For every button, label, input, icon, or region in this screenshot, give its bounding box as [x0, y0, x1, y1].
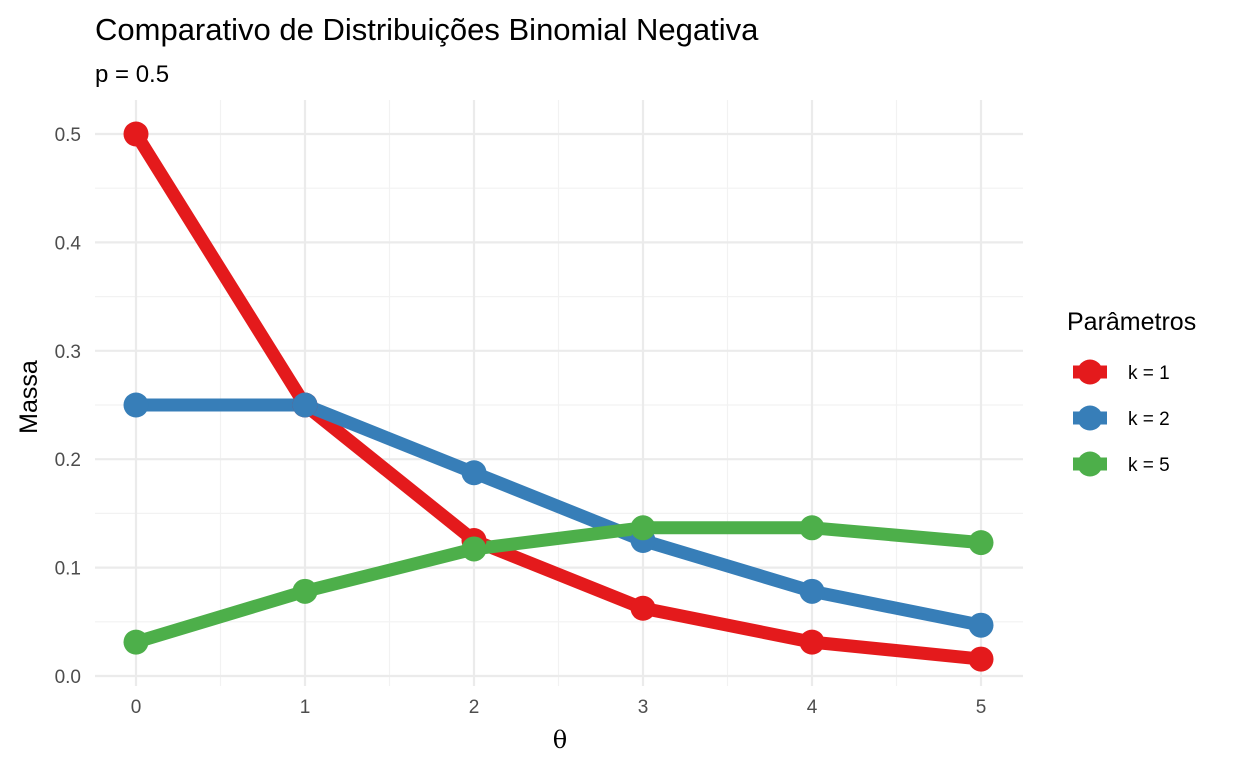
y-tick-label: 0.2 [55, 450, 81, 471]
legend-title: Parâmetros [1067, 308, 1196, 336]
x-tick-label: 0 [131, 697, 142, 718]
x-tick-label: 2 [469, 697, 480, 718]
series-line-3 [134, 521, 982, 649]
data-point-series-2 [968, 612, 994, 638]
legend-item: k = 1 [1073, 359, 1170, 385]
y-tick-label: 0.5 [55, 125, 81, 146]
y-tick-label: 0.1 [55, 559, 81, 580]
data-point-series-2 [123, 392, 149, 418]
data-point-series-2 [799, 578, 825, 604]
data-point-series-3 [968, 530, 994, 556]
chart-title: Comparativo de Distribuições Binomial Ne… [95, 12, 759, 47]
x-axis-title: θ [553, 726, 567, 754]
x-tick-label: 5 [976, 697, 987, 718]
data-point-series-1 [968, 646, 994, 672]
legend-label: k = 5 [1128, 455, 1170, 476]
y-tick-label: 0.4 [55, 233, 82, 254]
y-tick-label: 0.3 [55, 342, 81, 363]
series-line-2 [136, 398, 983, 632]
legend-key-point [1077, 451, 1103, 477]
data-point-series-3 [799, 515, 825, 541]
x-tick-label: 4 [807, 697, 818, 718]
x-tick-label: 3 [638, 697, 649, 718]
minor-gridlines [95, 100, 1023, 686]
legend-items: k = 1 k = 2 k = 5 [1073, 359, 1170, 477]
data-point-series-1 [799, 629, 825, 655]
data-point-series-2 [292, 392, 318, 418]
data-point-series-3 [123, 629, 149, 655]
legend-item: k = 2 [1073, 405, 1170, 431]
y-axis-title: Massa [15, 360, 43, 434]
data-point-series-3 [461, 536, 487, 562]
data-point-series-2 [461, 460, 487, 486]
chart-subtitle: p = 0.5 [95, 61, 169, 88]
legend-key-point [1077, 405, 1103, 431]
data-point-series-1 [630, 595, 656, 621]
x-tick-label: 1 [300, 697, 311, 718]
legend-label: k = 1 [1128, 363, 1170, 384]
data-point-series-3 [292, 578, 318, 604]
data-point-series-1 [123, 121, 149, 147]
series-lines [130, 130, 983, 666]
data-point-series-3 [630, 515, 656, 541]
legend-key-point [1077, 359, 1103, 385]
y-tick-label: 0.0 [55, 667, 81, 688]
series-line-1 [130, 130, 982, 666]
legend: Parâmetros k = 1 k = 2 k = 5 [1067, 308, 1196, 477]
series-points [123, 121, 994, 672]
legend-item: k = 5 [1073, 451, 1170, 477]
legend-label: k = 2 [1128, 409, 1170, 430]
x-axis-ticks: 0 1 2 3 4 5 [131, 697, 987, 718]
y-axis-ticks: 0.0 0.1 0.2 0.3 0.4 0.5 [55, 125, 82, 688]
